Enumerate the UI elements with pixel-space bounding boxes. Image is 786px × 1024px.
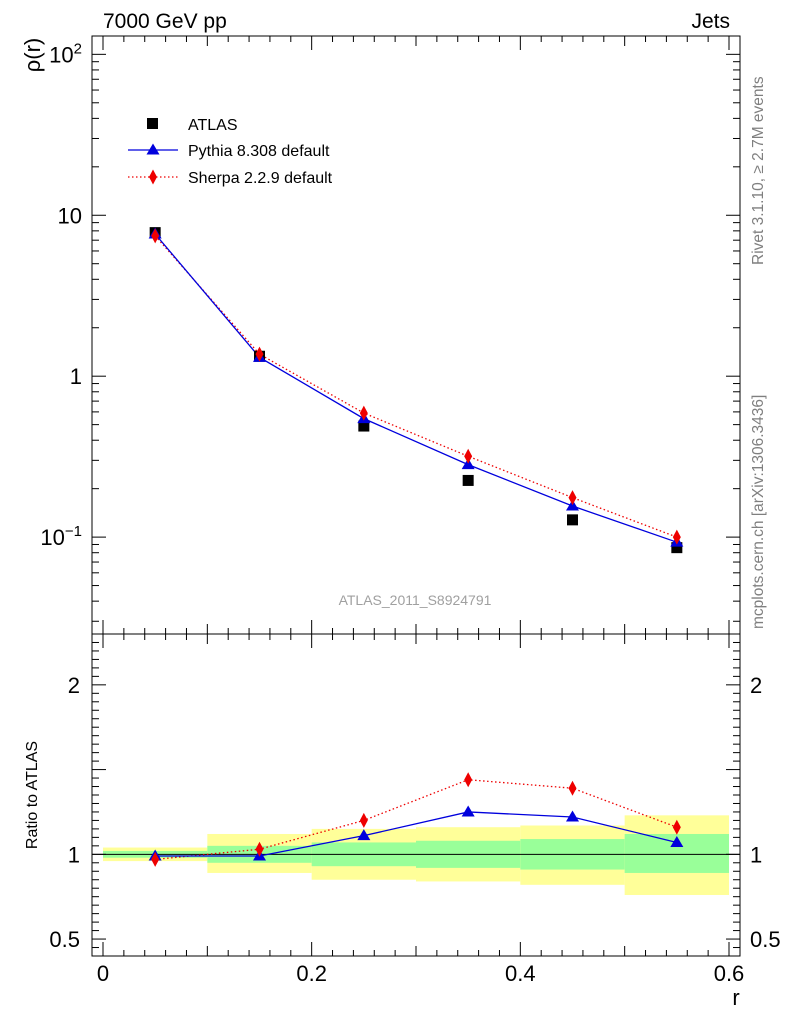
- x-tick-label: 0.4: [505, 961, 536, 986]
- legend: ATLAS Pythia 8.308 default Sherpa 2.2.9 …: [128, 117, 333, 187]
- sherpa-line: [154, 235, 678, 538]
- sherpa-point: [672, 529, 681, 545]
- main-y-tick-label: 1: [70, 364, 82, 389]
- main-axis-ticks: [92, 36, 740, 634]
- header-left: 7000 GeV pp: [103, 10, 227, 33]
- sherpa-point: [464, 448, 473, 464]
- sherpa-ratio-point: [568, 780, 577, 796]
- main-y-tick-label: 10: [58, 203, 82, 228]
- x-tick-label: 0.6: [714, 961, 745, 986]
- mcplots-label: mcplots.cern.ch [arXiv:1306.3436]: [750, 395, 767, 629]
- pythia-ratio-point: [566, 810, 579, 822]
- ratio-y-tick-label-right: 2: [750, 673, 762, 698]
- pythia-line: [154, 233, 678, 543]
- sherpa-ratio-line: [155, 779, 678, 861]
- ratio-y-tick-labels: 0.5 0.5 1 1 2 2: [49, 673, 780, 952]
- rivet-label: Rivet 3.1.10, ≥ 2.7M events: [750, 76, 767, 265]
- header-right: Jets: [691, 10, 730, 33]
- pythia-ratio-line: [155, 811, 677, 857]
- x-tick-label: 0.2: [296, 961, 327, 986]
- pythia-ratio-point: [461, 805, 475, 817]
- sherpa-point: [151, 228, 160, 244]
- ratio-axis-ticks: [92, 634, 740, 956]
- atlas-point: [567, 514, 578, 526]
- ratio-y-tick-label-right: 0.5: [750, 927, 781, 952]
- x-tick-label: 0: [97, 961, 109, 986]
- analysis-label: ATLAS_2011_S8924791: [339, 592, 492, 608]
- sherpa-point: [359, 405, 368, 421]
- main-y-axis-label: ρ(r): [20, 38, 45, 73]
- sherpa-ratio-point: [151, 851, 160, 867]
- legend-label-pythia: Pythia 8.308 default: [188, 143, 330, 160]
- ratio-y-tick-label: 1: [68, 842, 80, 867]
- main-series-layer: [148, 227, 684, 554]
- sherpa-point: [255, 346, 264, 362]
- legend-marker-pythia: [146, 143, 160, 155]
- sherpa-ratio-point: [672, 819, 681, 835]
- ratio-series-layer: [148, 772, 684, 867]
- ratio-y-tick-label-right: 1: [750, 842, 762, 867]
- legend-marker-sherpa: [149, 169, 157, 185]
- atlas-point: [671, 542, 683, 554]
- sherpa-ratio-point: [464, 772, 473, 788]
- sherpa-point: [568, 490, 577, 506]
- atlas-point: [462, 474, 474, 486]
- ratio-band-layer: [103, 815, 729, 895]
- ratio-y-tick-label: 0.5: [49, 927, 80, 952]
- legend-marker-atlas: [147, 118, 158, 129]
- x-axis-label: r: [732, 985, 739, 1010]
- main-y-tick-label: 102: [49, 40, 82, 67]
- legend-label-atlas: ATLAS: [188, 117, 238, 134]
- pythia-ratio-point: [357, 829, 371, 841]
- main-y-tick-labels: 102 10 1 10−1: [40, 40, 82, 550]
- legend-label-sherpa: Sherpa 2.2.9 default: [188, 170, 333, 187]
- main-y-tick-label: 10−1: [40, 523, 82, 550]
- sherpa-ratio-point: [359, 812, 368, 828]
- ratio-x-tick-labels: 0 0.2 0.4 0.6: [97, 961, 744, 986]
- ratio-y-axis-label: Ratio to ATLAS: [24, 741, 41, 849]
- atlas-point: [358, 420, 370, 432]
- sherpa-ratio-point: [255, 841, 264, 857]
- ratio-y-tick-label: 2: [68, 673, 80, 698]
- pythia-ratio-point: [670, 835, 684, 847]
- ratio-plot-frame: [91, 633, 741, 957]
